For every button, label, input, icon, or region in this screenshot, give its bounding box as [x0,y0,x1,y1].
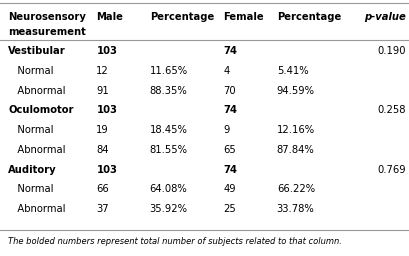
Text: Male: Male [96,12,123,22]
Text: Oculomotor: Oculomotor [8,105,74,115]
Text: 87.84%: 87.84% [276,145,314,155]
Text: Abnormal: Abnormal [8,204,65,214]
Text: 74: 74 [223,46,237,56]
Text: Female: Female [223,12,263,22]
Text: 74: 74 [223,165,237,175]
Text: measurement: measurement [8,27,86,37]
Text: Abnormal: Abnormal [8,145,65,155]
Text: 4: 4 [223,66,229,76]
Text: 0.258: 0.258 [376,105,405,115]
Text: 18.45%: 18.45% [149,125,187,135]
Text: Percentage: Percentage [149,12,213,22]
Text: 84: 84 [96,145,108,155]
Text: Vestibular: Vestibular [8,46,66,56]
Text: Abnormal: Abnormal [8,86,65,96]
Text: 88.35%: 88.35% [149,86,187,96]
Text: The bolded numbers represent total number of subjects related to that column.: The bolded numbers represent total numbe… [8,237,341,246]
Text: Normal: Normal [8,66,54,76]
Text: 103: 103 [96,165,117,175]
Text: 11.65%: 11.65% [149,66,187,76]
Text: 94.59%: 94.59% [276,86,314,96]
Text: 9: 9 [223,125,229,135]
Text: Percentage: Percentage [276,12,340,22]
Text: 49: 49 [223,185,236,195]
Text: 91: 91 [96,86,109,96]
Text: 19: 19 [96,125,109,135]
Text: 65: 65 [223,145,236,155]
Text: 70: 70 [223,86,236,96]
Text: 35.92%: 35.92% [149,204,187,214]
Text: 66.22%: 66.22% [276,185,314,195]
Text: 0.190: 0.190 [376,46,405,56]
Text: 81.55%: 81.55% [149,145,187,155]
Text: 103: 103 [96,105,117,115]
Text: Neurosensory: Neurosensory [8,12,86,22]
Text: 12: 12 [96,66,109,76]
Text: 74: 74 [223,105,237,115]
Text: 25: 25 [223,204,236,214]
Text: 5.41%: 5.41% [276,66,308,76]
Text: 37: 37 [96,204,109,214]
Text: 66: 66 [96,185,109,195]
Text: 0.769: 0.769 [376,165,405,175]
Text: Auditory: Auditory [8,165,57,175]
Text: Normal: Normal [8,185,54,195]
Text: Normal: Normal [8,125,54,135]
Text: 12.16%: 12.16% [276,125,314,135]
Text: p-value: p-value [363,12,405,22]
Text: 64.08%: 64.08% [149,185,187,195]
Text: 103: 103 [96,46,117,56]
Text: 33.78%: 33.78% [276,204,314,214]
